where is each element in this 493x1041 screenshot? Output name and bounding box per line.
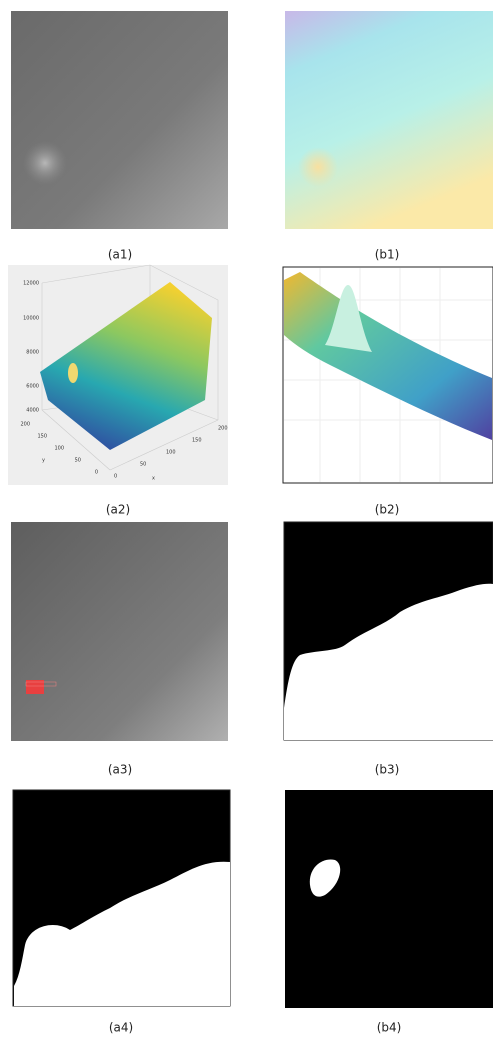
hotspot [23,141,67,185]
caption: (b3) [375,763,400,777]
target-marker [26,680,44,694]
x-tick-label: 50 [140,462,146,468]
image-a3 [11,522,228,741]
caption: (b2) [375,503,400,517]
image-a1 [11,11,228,229]
image-b4 [285,790,493,1008]
mask [14,861,230,1006]
mask [284,583,493,740]
x-tick-label: 0 [114,474,117,480]
z-tick-label: 10000 [23,316,39,322]
x-axis-label: x [152,476,155,482]
caption: (a3) [108,763,132,777]
x-tick-label: 150 [192,438,202,444]
surface [40,282,212,450]
z-tick-label: 4000 [26,408,39,414]
y-tick-label: 0 [95,470,98,476]
x-tick-label: 100 [166,450,176,456]
caption: (a4) [109,1021,133,1035]
y-tick-label: 150 [37,434,47,440]
target-box [25,681,57,687]
peak [325,285,372,352]
peak [68,363,78,383]
hotspot [298,147,338,187]
z-tick-label: 12000 [23,281,39,287]
y-tick-label: 200 [20,422,30,428]
y-axis-label: y [42,458,45,464]
x-tick-label: 200 [218,426,228,432]
y-tick-label: 50 [75,458,81,464]
z-tick-label: 8000 [26,350,39,356]
caption: (b4) [377,1021,402,1035]
caption: (b1) [375,248,400,262]
caption: (a1) [108,248,132,262]
z-tick-label: 6000 [26,384,39,390]
surface [284,272,492,440]
mask [309,859,341,897]
image-b1 [285,11,493,229]
caption: (a2) [106,503,130,517]
y-tick-label: 100 [54,446,64,452]
